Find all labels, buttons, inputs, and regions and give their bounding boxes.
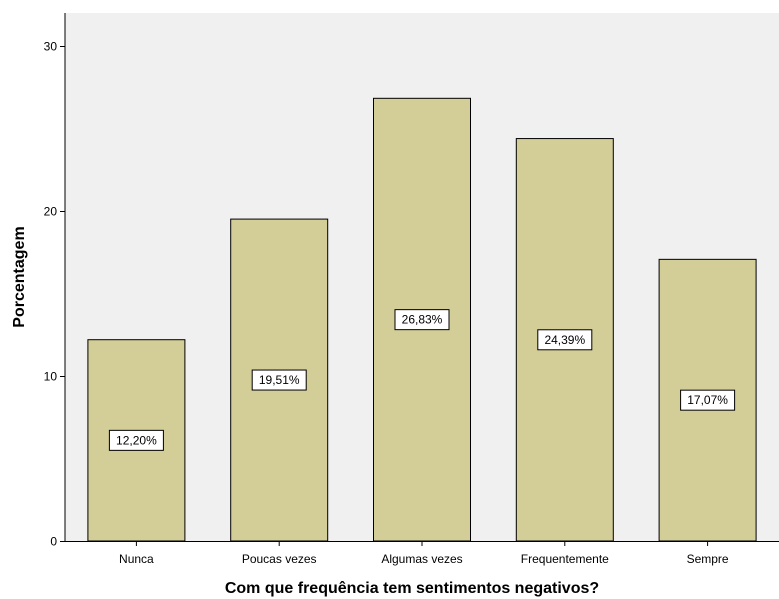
- data-label-box: [680, 389, 736, 411]
- y-axis: 0 10 20 30: [44, 13, 66, 549]
- data-label: 19,51%: [259, 373, 300, 387]
- x-tick-label: Frequentemente: [521, 552, 609, 566]
- data-label: 26,83%: [402, 313, 443, 327]
- y-tick-label: 0: [50, 535, 57, 549]
- y-tick-label: 10: [44, 370, 58, 384]
- data-label: 17,07%: [687, 393, 728, 407]
- x-tick-label: Poucas vezes: [242, 552, 317, 566]
- x-tick-label: Algumas vezes: [381, 552, 462, 566]
- bars: [87, 97, 757, 542]
- x-tick-label: Nunca: [119, 552, 154, 566]
- y-axis-title: Porcentagem: [11, 226, 28, 327]
- x-axis: Nunca Poucas vezes Algumas vezes Frequentem…: [65, 541, 779, 566]
- data-label-box: [537, 329, 593, 351]
- x-tick-label: Sempre: [687, 552, 729, 566]
- y-tick-label: 20: [44, 205, 58, 219]
- data-label: 12,20%: [116, 433, 157, 447]
- data-label: 24,39%: [544, 333, 585, 347]
- data-label-box: [394, 309, 450, 331]
- y-tick-label: 30: [44, 40, 58, 54]
- data-label-box: [251, 369, 307, 391]
- x-axis-title: Com que frequência tem sentimentos negat…: [225, 580, 599, 597]
- data-label-box: [108, 429, 164, 451]
- data-labels: 12,20% 19,51% 26,83% 24,39% 17,07%: [108, 309, 736, 451]
